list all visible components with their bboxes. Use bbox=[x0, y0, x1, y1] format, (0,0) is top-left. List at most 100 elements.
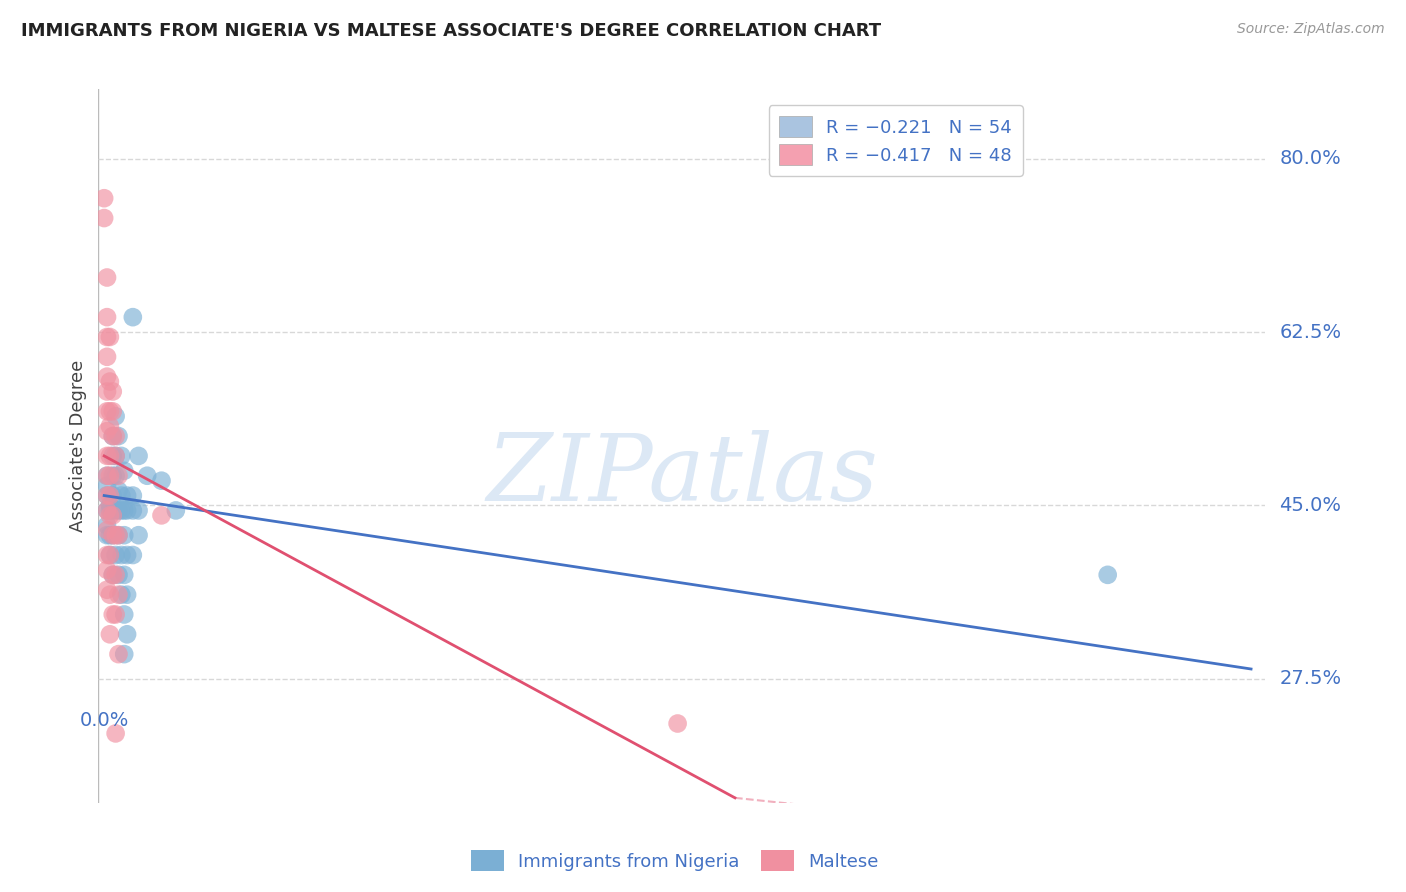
Point bbox=[121, 548, 143, 562]
Point bbox=[1097, 567, 1119, 582]
Point bbox=[101, 384, 124, 399]
Point bbox=[107, 647, 129, 661]
Point bbox=[110, 449, 132, 463]
Point bbox=[101, 503, 124, 517]
Point bbox=[121, 489, 143, 503]
Point bbox=[115, 548, 138, 562]
Point bbox=[121, 503, 143, 517]
Point bbox=[107, 429, 129, 443]
Point bbox=[104, 548, 127, 562]
Point bbox=[96, 310, 118, 325]
Point bbox=[107, 503, 129, 517]
Point bbox=[165, 503, 187, 517]
Point bbox=[104, 468, 127, 483]
Point bbox=[96, 503, 118, 517]
Point bbox=[96, 528, 118, 542]
Point bbox=[96, 449, 118, 463]
Point bbox=[98, 528, 121, 542]
Point bbox=[96, 563, 118, 577]
Point bbox=[104, 607, 127, 622]
Point bbox=[115, 503, 138, 517]
Point bbox=[128, 528, 150, 542]
Point bbox=[96, 424, 118, 438]
Point bbox=[98, 627, 121, 641]
Point bbox=[101, 528, 124, 542]
Point bbox=[98, 588, 121, 602]
Point bbox=[107, 528, 129, 542]
Point bbox=[98, 404, 121, 418]
Point bbox=[96, 384, 118, 399]
Point bbox=[110, 503, 132, 517]
Point bbox=[107, 588, 129, 602]
Point bbox=[96, 468, 118, 483]
Point bbox=[96, 582, 118, 597]
Point bbox=[98, 503, 121, 517]
Point bbox=[96, 478, 118, 492]
Point bbox=[101, 567, 124, 582]
Point bbox=[98, 419, 121, 434]
Point bbox=[96, 369, 118, 384]
Point bbox=[98, 489, 121, 503]
Point bbox=[101, 567, 124, 582]
Text: 80.0%: 80.0% bbox=[1279, 149, 1341, 168]
Point bbox=[121, 310, 143, 325]
Point bbox=[112, 647, 135, 661]
Text: 0.0%: 0.0% bbox=[80, 712, 129, 731]
Point bbox=[101, 607, 124, 622]
Point bbox=[115, 588, 138, 602]
Point bbox=[101, 449, 124, 463]
Point bbox=[150, 474, 173, 488]
Point bbox=[96, 330, 118, 344]
Point bbox=[96, 350, 118, 364]
Point bbox=[96, 489, 118, 503]
Point bbox=[98, 375, 121, 389]
Text: 62.5%: 62.5% bbox=[1279, 323, 1341, 342]
Point bbox=[98, 468, 121, 483]
Text: 27.5%: 27.5% bbox=[1279, 669, 1341, 689]
Text: IMMIGRANTS FROM NIGERIA VS MALTESE ASSOCIATE'S DEGREE CORRELATION CHART: IMMIGRANTS FROM NIGERIA VS MALTESE ASSOC… bbox=[21, 22, 882, 40]
Text: 45.0%: 45.0% bbox=[1279, 496, 1341, 515]
Point bbox=[98, 548, 121, 562]
Legend: Immigrants from Nigeria, Maltese: Immigrants from Nigeria, Maltese bbox=[464, 843, 886, 879]
Y-axis label: Associate's Degree: Associate's Degree bbox=[69, 359, 87, 533]
Point bbox=[115, 489, 138, 503]
Point bbox=[112, 528, 135, 542]
Point bbox=[104, 503, 127, 517]
Point bbox=[136, 468, 159, 483]
Point bbox=[104, 726, 127, 740]
Text: Source: ZipAtlas.com: Source: ZipAtlas.com bbox=[1237, 22, 1385, 37]
Point bbox=[96, 468, 118, 483]
Point bbox=[96, 404, 118, 418]
Point bbox=[666, 716, 689, 731]
Point bbox=[110, 588, 132, 602]
Point bbox=[96, 518, 118, 533]
Point bbox=[107, 483, 129, 498]
Point bbox=[101, 404, 124, 418]
Point bbox=[98, 449, 121, 463]
Point bbox=[112, 464, 135, 478]
Point bbox=[104, 528, 127, 542]
Point bbox=[128, 449, 150, 463]
Point bbox=[112, 607, 135, 622]
Point bbox=[104, 567, 127, 582]
Point bbox=[150, 508, 173, 523]
Point bbox=[101, 508, 124, 523]
Point bbox=[101, 429, 124, 443]
Text: ZIPatlas: ZIPatlas bbox=[486, 430, 877, 519]
Point bbox=[98, 330, 121, 344]
Point bbox=[96, 489, 118, 503]
Point bbox=[101, 429, 124, 443]
Point bbox=[110, 548, 132, 562]
Point bbox=[96, 548, 118, 562]
Point bbox=[128, 503, 150, 517]
Point bbox=[98, 508, 121, 523]
Point bbox=[101, 468, 124, 483]
Point bbox=[112, 567, 135, 582]
Point bbox=[110, 489, 132, 503]
Point bbox=[107, 528, 129, 542]
Point bbox=[104, 449, 127, 463]
Point bbox=[93, 191, 115, 205]
Point bbox=[104, 449, 127, 463]
Point bbox=[104, 429, 127, 443]
Point bbox=[98, 548, 121, 562]
